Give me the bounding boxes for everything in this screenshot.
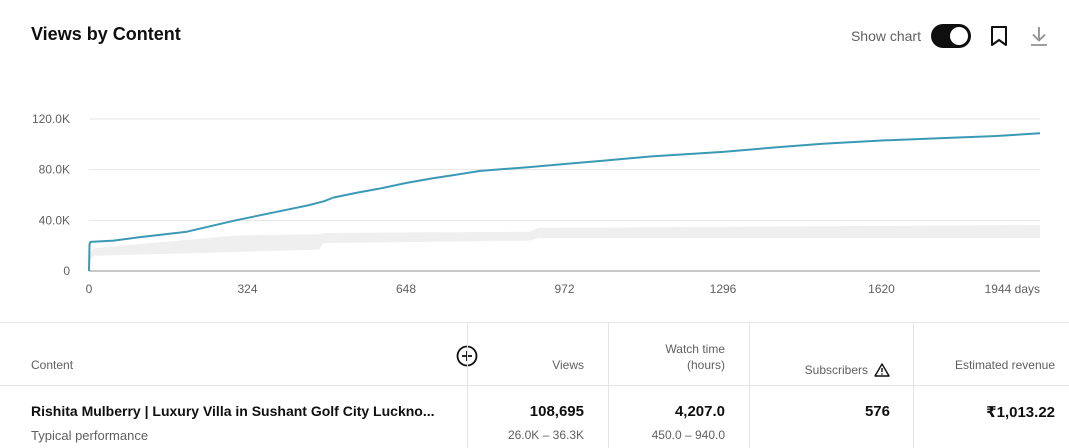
subscribers-value: 576	[864, 403, 890, 420]
y-tick-label: 120.0K	[32, 112, 70, 126]
x-tick-label: 1620	[868, 282, 895, 296]
x-tick-label: 972	[554, 282, 574, 296]
column-header-watch-time[interactable]: Watch time (hours)	[665, 341, 725, 373]
column-header-views[interactable]: Views	[552, 358, 584, 372]
typical-performance-label: Typical performance	[31, 428, 149, 443]
x-tick-label: 1296	[710, 282, 737, 296]
column-header-content[interactable]: Content	[31, 358, 74, 372]
column-header-subscribers[interactable]: Subscribers	[805, 363, 890, 377]
x-tick-label: 1944 days	[985, 282, 1040, 296]
typical-range-area	[89, 225, 1040, 261]
column-divider	[913, 323, 914, 448]
page-title: Views by Content	[31, 24, 181, 44]
views-typical-range: 26.0K – 36.3K	[507, 428, 584, 442]
watch-time-typical-range: 450.0 – 940.0	[651, 428, 725, 442]
y-tick-label: 0	[63, 264, 70, 278]
x-tick-label: 648	[396, 282, 416, 296]
show-chart-label: Show chart	[850, 28, 921, 44]
y-tick-label: 80.0K	[39, 163, 70, 177]
watch-time-header-line1: Watch time	[665, 342, 725, 356]
typical-performance-band	[89, 225, 1040, 261]
views-line-chart: 0 40.0K 80.0K 120.0K 0 324 648 972 1296 1620 1944…	[32, 112, 1041, 296]
show-chart-toggle[interactable]	[931, 24, 971, 48]
warning-icon[interactable]	[874, 363, 890, 377]
x-tick-label: 324	[237, 282, 257, 296]
x-axis-labels: 0 324 648 972 1296 1620 1944 days	[86, 282, 1040, 296]
column-divider	[749, 323, 750, 448]
chart-controls: Show chart	[851, 24, 1051, 48]
watch-time-value: 4,207.0	[674, 403, 725, 420]
views-value: 108,695	[529, 403, 584, 420]
table-header	[0, 323, 1069, 386]
subscribers-header-label: Subscribers	[804, 363, 868, 377]
download-icon[interactable]	[1027, 24, 1051, 48]
revenue-value: ₹1,013.22	[986, 404, 1055, 421]
column-divider	[608, 323, 609, 448]
watch-time-header-line2: (hours)	[686, 358, 725, 372]
views-series-line	[88, 132, 1041, 272]
bookmark-icon[interactable]	[987, 24, 1011, 48]
column-divider	[467, 323, 468, 448]
y-axis-labels: 0 40.0K 80.0K 120.0K	[32, 112, 70, 278]
views-series	[88, 132, 1041, 272]
x-tick-label: 0	[86, 282, 93, 296]
column-header-revenue[interactable]: Estimated revenue	[954, 358, 1055, 372]
video-title-link[interactable]: Rishita Mulberry | Luxury Villa in Susha…	[31, 403, 435, 419]
y-tick-label: 40.0K	[39, 213, 70, 227]
chart-grid	[89, 118, 1040, 272]
toggle-knob	[950, 27, 968, 45]
content-table: Content Views Watch time (hours) Subscri…	[0, 322, 1069, 448]
